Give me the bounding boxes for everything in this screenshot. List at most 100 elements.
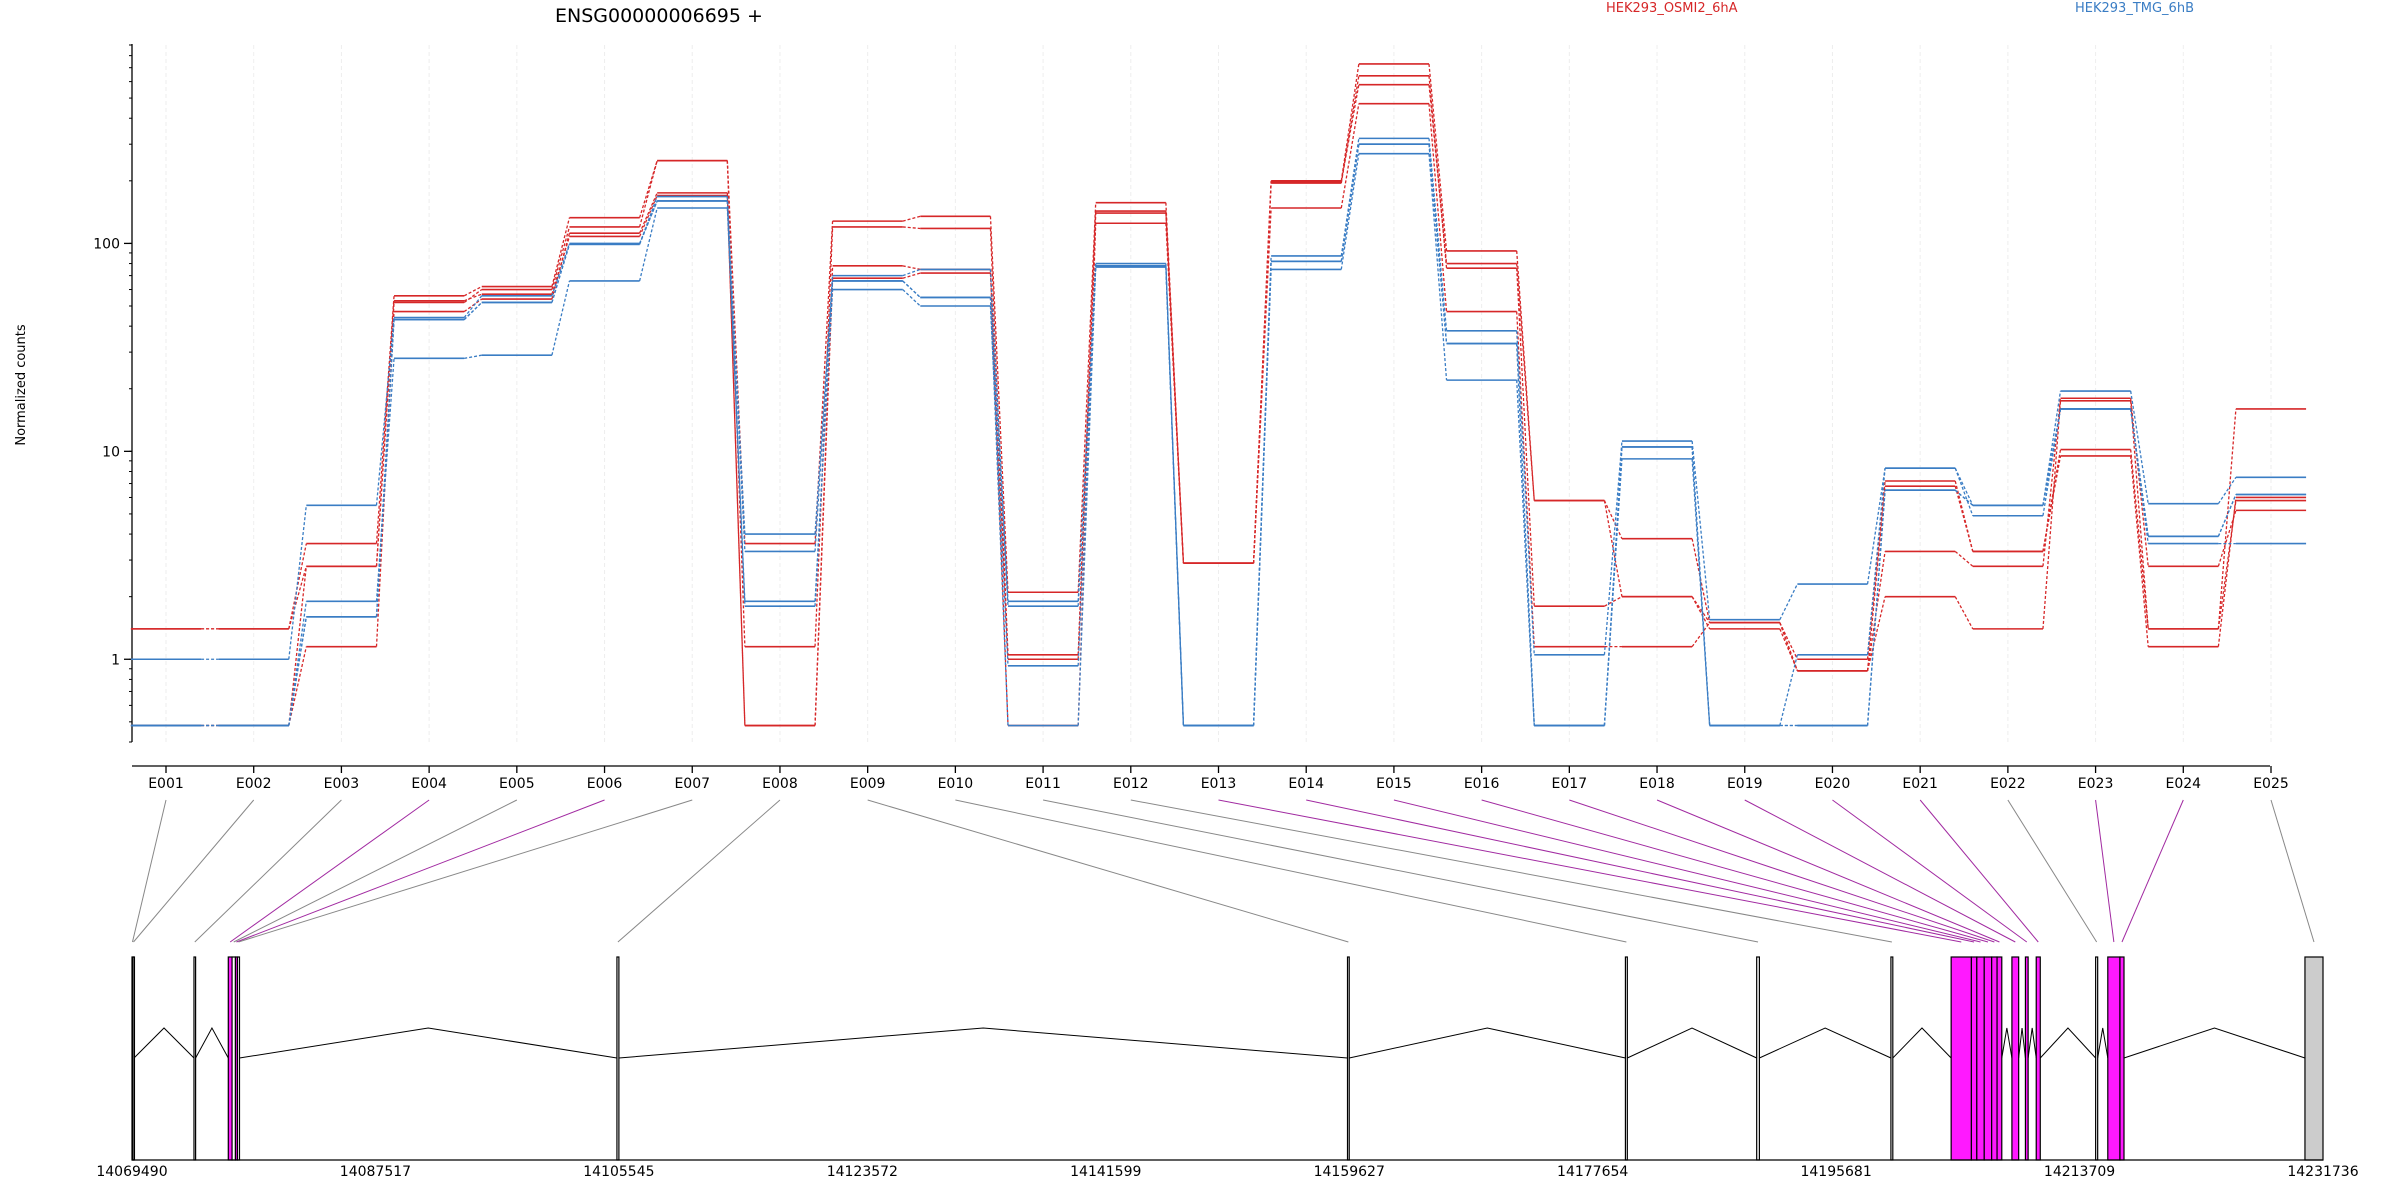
exon-E014 (1970, 956, 1978, 1161)
x-tick-label-E014: E014 (1288, 776, 1324, 792)
x-tick-label-E007: E007 (674, 776, 710, 792)
exon-connector-E022 (2007, 799, 2098, 943)
series-1-connector-1 (288, 566, 307, 726)
series-5-connector-5 (638, 207, 658, 282)
intron-8 (1349, 1027, 1626, 1059)
series-2-connector-8 (902, 265, 921, 271)
series-3-connector-21 (2042, 400, 2062, 629)
series-3-connector-13 (1340, 84, 1360, 182)
exon-E003 (193, 956, 197, 1161)
series-5-connector-4 (551, 280, 571, 356)
coord-tick-label-0: 14069490 (96, 1164, 167, 1180)
coord-tick-label-5: 14159627 (1314, 1164, 1385, 1180)
series-2-connector-5 (639, 192, 658, 234)
exon-E024 (2119, 956, 2125, 1161)
x-tick-label-E023: E023 (2078, 776, 2114, 792)
series-4-connector-8 (902, 268, 921, 277)
series-7-connector-3 (463, 301, 483, 321)
series-0-connector-3 (463, 286, 483, 297)
connector-lines (131, 799, 2315, 943)
intron-9 (1627, 1027, 1757, 1059)
series-7-connector-9 (989, 297, 1009, 726)
series-4-connector-22 (2130, 390, 2149, 504)
series-7-connector-16 (1603, 446, 1623, 726)
exon-connector-E019 (1744, 799, 2016, 943)
series-5-connector-9 (989, 305, 1009, 666)
exon-connector-E006 (236, 799, 605, 943)
exon-E019 (2011, 956, 2020, 1161)
series-3-connector-19 (1866, 596, 1886, 671)
series-0-connector-8 (902, 215, 921, 222)
exon-connector-E010 (955, 799, 1627, 943)
series-4-connector-3 (463, 295, 483, 318)
intron-10 (1759, 1027, 1892, 1059)
y-axis-label: Normalized counts (14, 324, 29, 446)
series-4-connector-5 (639, 200, 658, 244)
grid (165, 45, 2272, 742)
y-axis: 1 10 100 (93, 44, 133, 743)
series-4-connector-16 (1603, 441, 1623, 655)
exon-connector-E021 (1919, 799, 2039, 943)
exon-connector-E003 (194, 799, 342, 943)
x-tick-label-E005: E005 (499, 776, 535, 792)
series-7-connector-1 (288, 616, 307, 726)
coord-tick-label-9: 14231736 (2287, 1164, 2358, 1180)
intron-19 (2027, 1027, 2037, 1059)
series-2-connector-6 (726, 192, 746, 726)
x-tick-label-E025: E025 (2253, 776, 2289, 792)
intron-2 (195, 1026, 229, 1059)
intron-20 (2039, 1027, 2097, 1059)
series-3-connector-5 (639, 195, 658, 237)
coord-tick-label-4: 14141599 (1070, 1164, 1141, 1180)
series-1-connector-22 (2130, 455, 2149, 647)
series-7-connector-21 (2042, 408, 2062, 506)
series-6-connector-9 (989, 297, 1009, 607)
series-7-connector-23 (2217, 494, 2237, 537)
exon-E016 (1983, 956, 1993, 1161)
series-2-connector-3 (463, 298, 483, 313)
series-2-connector-1 (288, 646, 307, 726)
series-1-connector-8 (902, 226, 921, 230)
exon-connector-E011 (1042, 799, 1759, 943)
exon-connector-E025 (2270, 799, 2315, 943)
series-6-connector-21 (2042, 408, 2062, 506)
exon-E020 (2024, 956, 2029, 1161)
x-tick-label-E011: E011 (1025, 776, 1061, 792)
exon-connector-E001 (131, 799, 167, 943)
series-2-connector-13 (1340, 103, 1360, 209)
series-0-connector-17 (1691, 538, 1711, 623)
series-7-connector-15 (1516, 343, 1535, 726)
series-7-connector-12 (1252, 261, 1272, 726)
series-2 (130, 102, 2307, 727)
x-tick-label-E004: E004 (411, 776, 447, 792)
series-1-connector-13 (1340, 75, 1360, 184)
y-tick-label-1: 10 (102, 444, 120, 460)
series-7-connector-13 (1340, 144, 1360, 262)
series-3-connector-22 (2130, 400, 2149, 629)
exon-connector-E002 (133, 799, 255, 943)
coord-tick-label-3: 14123572 (827, 1164, 898, 1180)
series-2-connector-21 (2042, 398, 2062, 567)
x-tick-label-E001: E001 (148, 776, 184, 792)
intron-6 (239, 1027, 618, 1059)
exon-E013 (1950, 956, 1973, 1161)
exon-connector-E017 (1569, 799, 1995, 943)
exon-E010 (1624, 956, 1628, 1161)
exon-connector-E009 (867, 799, 1349, 943)
series-4-connector-15 (1516, 330, 1535, 655)
series-0-connector-22 (2130, 449, 2149, 629)
exon-connector-E005 (233, 799, 518, 943)
series-1-connector-16 (1604, 596, 1623, 607)
exon-E008 (616, 956, 620, 1161)
x-tick-label-E024: E024 (2166, 776, 2202, 792)
exon-connector-E013 (1218, 799, 1962, 943)
series-0-connector-1 (288, 543, 307, 630)
series-5-connector-14 (1428, 153, 1448, 381)
series-1-connector-3 (463, 289, 483, 303)
exon-connector-E008 (617, 799, 781, 943)
series-0-connector-6 (726, 160, 746, 544)
series-0-connector-10 (1077, 202, 1097, 593)
series-7-connector-11 (1165, 266, 1185, 726)
series-7-connector-20 (1954, 489, 1974, 506)
series-5-connector-20 (1954, 467, 1974, 516)
